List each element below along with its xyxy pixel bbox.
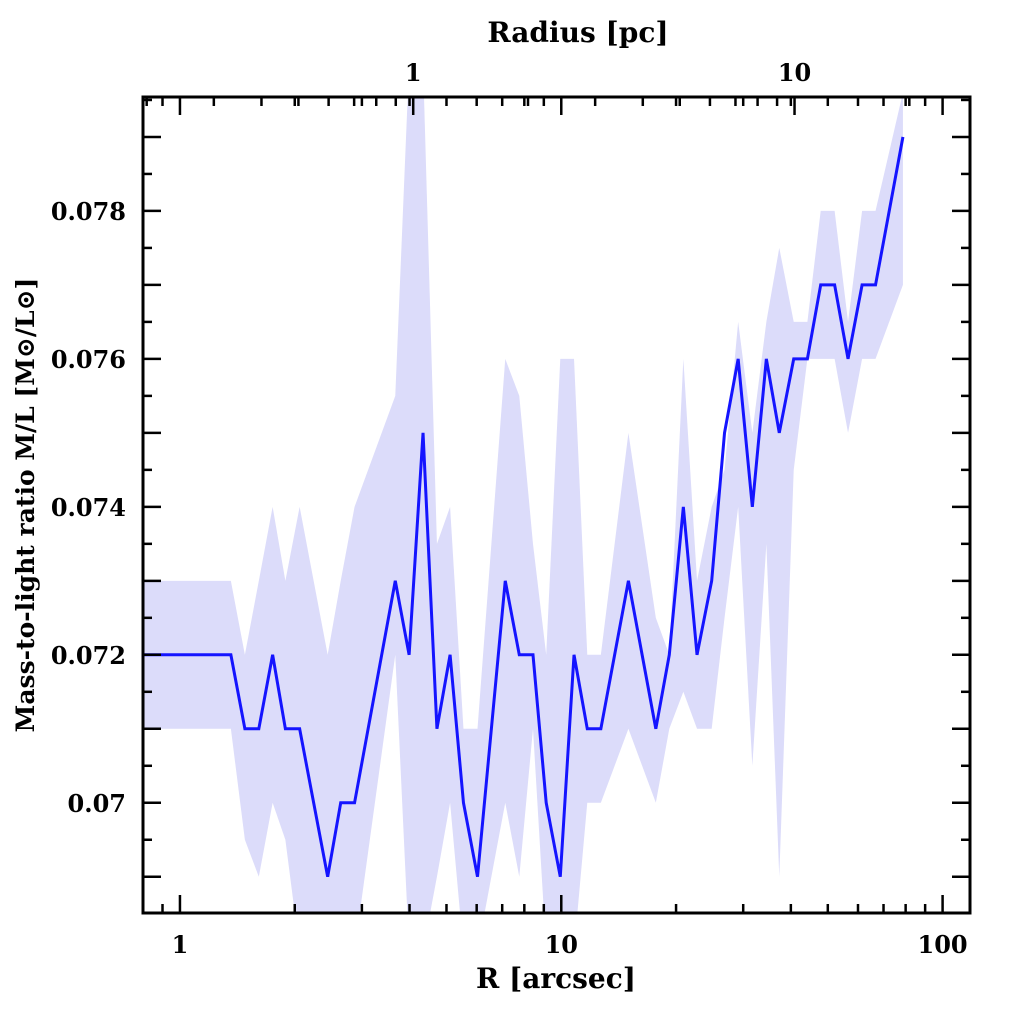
x2-tick-label: 10 bbox=[778, 58, 811, 87]
x-tick-label: 10 bbox=[545, 930, 578, 959]
confidence-band bbox=[143, 97, 903, 913]
tick-layer bbox=[141, 97, 970, 913]
y-axis-title: Mass-to-light ratio M/L [M⊙/L⊙] bbox=[11, 278, 40, 733]
x-axis-title: R [arcsec] bbox=[476, 962, 636, 995]
y-tick-label: 0.07 bbox=[68, 789, 126, 818]
y-tick-label: 0.076 bbox=[51, 345, 126, 374]
x-tick-label: 1 bbox=[172, 930, 189, 959]
x2-tick-label: 1 bbox=[405, 58, 422, 87]
y-tick-label: 0.074 bbox=[51, 493, 126, 522]
top-axis-title: Radius [pc] bbox=[487, 16, 668, 49]
y-tick-label: 0.072 bbox=[51, 641, 126, 670]
confidence-band-layer bbox=[143, 97, 903, 913]
tick-label-layer: 1 10 100 1 10 0.07 0.072 0.074 0.076 0.078 bbox=[51, 58, 968, 959]
line-layer bbox=[143, 136, 905, 878]
series-line bbox=[143, 136, 905, 878]
y-tick-label: 0.078 bbox=[51, 197, 126, 226]
x-tick-label: 100 bbox=[918, 930, 968, 959]
plot-frame bbox=[141, 95, 972, 915]
